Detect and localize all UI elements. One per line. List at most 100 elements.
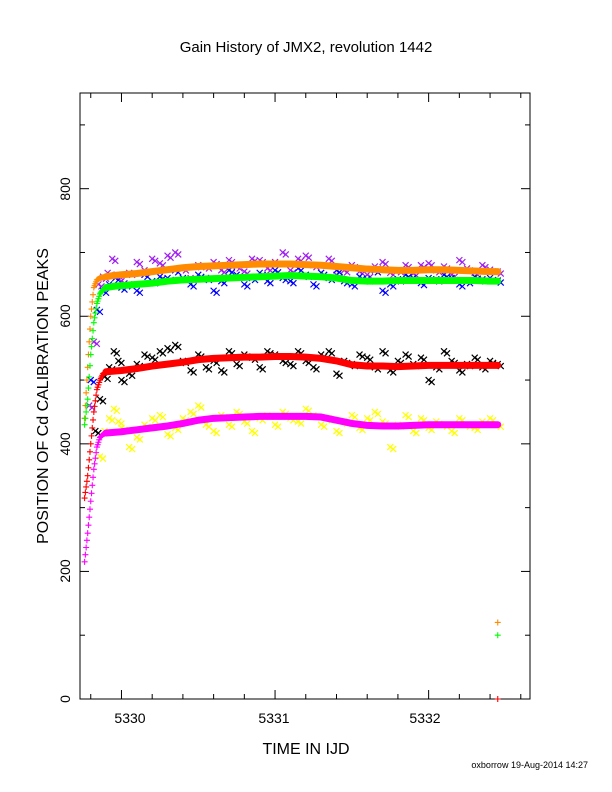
data-point [310,363,317,371]
data-point [305,254,313,262]
data-point [225,347,233,355]
data-point [333,370,340,378]
data-point [148,255,156,263]
data-point [108,368,115,375]
data-point [256,363,264,371]
axis-ticks [80,93,530,700]
data-point [248,427,256,435]
data-point [197,404,205,411]
data-point [448,427,456,435]
data-point [236,362,244,370]
data-point [174,343,182,351]
data-point [187,408,195,416]
data-point [141,351,148,358]
data-point [105,414,113,422]
data-point [171,249,179,256]
data-point [128,372,136,380]
data-point [90,408,97,415]
data-point [99,455,107,463]
data-point [156,411,164,419]
data-point [389,282,397,290]
data-point [412,429,420,437]
data-point [110,405,118,413]
data-point [474,356,482,364]
data-point [148,414,156,422]
data-point [425,376,433,384]
data-point [440,347,448,355]
data-point [136,436,144,443]
data-point [104,375,111,383]
data-point [90,416,97,423]
data-point [425,259,433,267]
x-axis-label: TIME IN IJD [262,741,349,758]
data-point [313,282,320,290]
data-point [93,392,100,399]
data-point [89,424,96,431]
data-point [389,445,397,453]
data-point [83,377,90,384]
data-point [90,291,97,298]
data-point [190,369,198,376]
data-point [379,287,386,295]
data-point [83,389,90,396]
data-point [333,427,340,435]
data-point [128,445,136,453]
data-point [81,421,88,428]
data-point [220,369,228,376]
data-point [82,415,89,422]
data-point [187,367,195,374]
data-point [84,396,91,403]
data-point [325,347,333,355]
data-point [317,421,325,429]
data-point [443,349,451,357]
chart-title: Gain History of JMX2, revolution 1442 [180,39,433,56]
y-axis-label: POSITION OF Cd CALIBRATION PEAKS [35,248,52,544]
data-point [225,421,233,429]
y-tick-label-800: 800 [57,177,73,201]
data-point [451,429,459,437]
data-point [171,341,179,349]
data-point [379,347,386,355]
data-point [83,544,90,551]
data-point [111,257,119,265]
data-point [87,313,94,320]
data-point [87,498,94,505]
credit-footer: oxborrow 19-Aug-2014 14:27 [471,760,588,770]
data-point [113,349,121,357]
data-point [85,522,92,529]
data-point [84,472,91,479]
data-point [289,362,297,370]
data-point [108,416,116,424]
data-point [133,434,141,441]
data-point [86,326,93,333]
data-point [91,314,98,321]
data-point [286,360,294,368]
data-point [478,261,486,269]
data-point [113,407,121,415]
data-point [88,343,95,350]
series-line-7 [102,412,502,437]
data-point [86,338,93,345]
y-tick-label-600: 600 [57,304,73,328]
data-point [82,551,89,558]
x-tick-label-5330: 5330 [114,710,145,726]
data-point [90,466,97,473]
data-point [114,418,122,425]
data-point [125,443,133,451]
series-line-3 [102,271,502,292]
data-point [156,347,164,355]
data-point [382,349,389,357]
data-point [274,423,282,431]
data-point [455,256,463,264]
data-point [110,347,118,355]
data-point [83,483,90,490]
data-point [213,429,221,437]
data-point [164,344,171,352]
data-point [90,319,97,326]
data-point [233,360,241,368]
data-point [88,432,95,439]
data-point [194,402,202,409]
series-line-2 [102,260,502,281]
data-point [243,282,251,290]
data-point [89,298,96,305]
